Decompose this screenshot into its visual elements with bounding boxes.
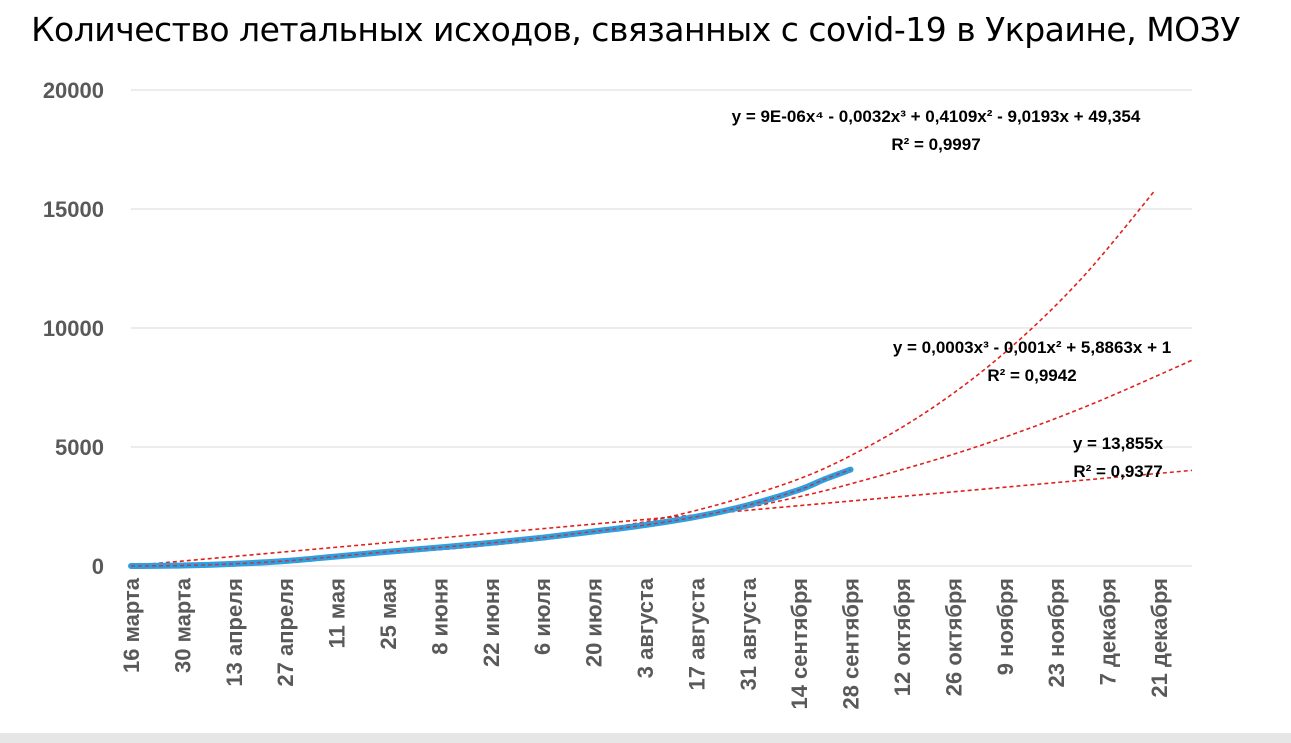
x-tick-label: 11 мая: [325, 578, 350, 648]
x-tick-label: 25 мая: [376, 578, 401, 650]
window-bottom-bar: [0, 733, 1291, 743]
x-tick-label: 14 сентября: [787, 578, 812, 710]
y-tick-label: 5000: [55, 435, 104, 460]
x-tick-label: 27 апреля: [273, 578, 298, 687]
grid-lines: [131, 89, 1192, 567]
x-tick-label: 17 августа: [684, 577, 709, 690]
y-tick-label: 0: [92, 554, 104, 579]
chart-title: Количество летальных исходов, связанных …: [31, 10, 1240, 49]
x-tick-label: 6 июля: [530, 578, 555, 655]
y-axis: 0 5000 10000 15000 20000: [43, 78, 104, 579]
trendline-linear-equation: y = 13,855x: [1073, 434, 1164, 453]
trendline-quartic-equation: y = 9E-06x⁴ - 0,0032x³ + 0,4109x² - 9,01…: [732, 107, 1141, 126]
x-tick-label: 30 марта: [170, 577, 195, 673]
series-line: [128, 466, 854, 569]
trendline-equations: y = 9E-06x⁴ - 0,0032x³ + 0,4109x² - 9,01…: [732, 107, 1172, 481]
x-tick-label: 21 декабря: [1147, 578, 1172, 698]
x-tick-label: 16 марта: [119, 577, 144, 673]
x-tick-label: 8 июня: [427, 578, 452, 655]
trendline-cubic: [130, 359, 1193, 567]
trendline-cubic-equation: y = 0,0003x³ - 0,001x² + 5,8863x + 1: [893, 338, 1171, 357]
x-tick-label: 28 сентября: [839, 578, 864, 710]
y-tick-label: 20000: [43, 78, 104, 103]
x-axis: 16 марта 30 марта 13 апреля 27 апреля 11 мая…: [119, 577, 1172, 709]
x-tick-label: 26 октября: [941, 578, 966, 696]
series: [128, 466, 854, 569]
trendline-cubic-r2: R² = 0,9942: [987, 366, 1076, 385]
x-tick-label: 3 августа: [633, 577, 658, 678]
x-tick-label: 13 апреля: [222, 578, 247, 687]
y-tick-label: 15000: [43, 197, 104, 222]
x-tick-label: 7 декабря: [1096, 578, 1121, 685]
x-tick-label: 9 ноября: [993, 578, 1018, 675]
x-tick-label: 31 августа: [736, 577, 761, 690]
x-tick-label: 12 октября: [890, 578, 915, 696]
x-tick-label: 22 июня: [479, 578, 504, 667]
trendline-linear-r2: R² = 0,9377: [1073, 462, 1162, 481]
series-trend-overlay: [130, 468, 851, 567]
trendline-quartic-r2: R² = 0,9997: [891, 135, 980, 154]
y-tick-label: 10000: [43, 316, 104, 341]
x-tick-label: 20 июля: [582, 578, 607, 667]
x-tick-label: 23 ноября: [1044, 578, 1069, 687]
